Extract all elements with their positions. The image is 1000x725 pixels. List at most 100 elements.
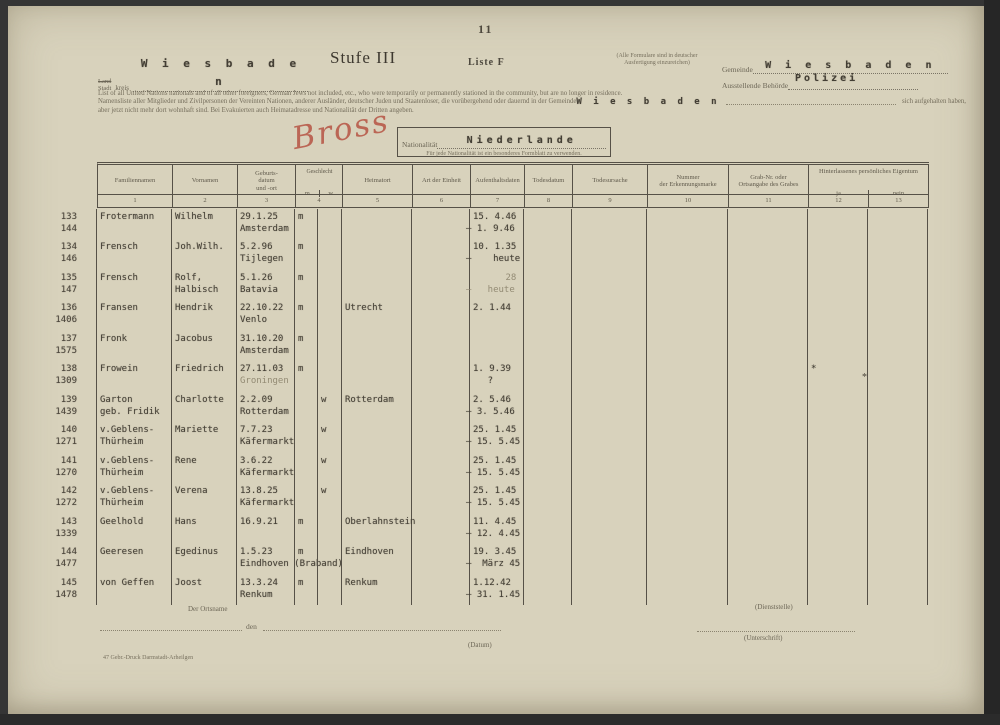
cell-geschlecht-w: [318, 574, 342, 605]
cell-line: 1478: [55, 589, 77, 600]
cell-eigentum-ja: [808, 452, 868, 483]
column-number-row: 1 2 3 4 5 6 7 8 9 10 11 12 13: [97, 194, 929, 208]
cell-heimatort: [342, 361, 412, 392]
cell-grab: [728, 269, 808, 300]
cell-line: [731, 272, 807, 284]
cell-line: [415, 333, 469, 345]
cell-line: [345, 455, 411, 467]
intro-line2-text: Namensliste aller Mitglieder und Zivilpe…: [98, 98, 577, 105]
cell-todesursache: [572, 513, 647, 544]
nationality-value: Niederlande: [466, 135, 577, 146]
cell-line: [415, 302, 469, 314]
cell-line: [175, 223, 236, 235]
cell-line: Mariette: [175, 425, 219, 435]
cell-line: [175, 497, 236, 509]
cell-geschlecht-m: m: [295, 513, 318, 544]
header-geschlecht-w: w: [318, 189, 343, 197]
cell-line: [345, 333, 411, 345]
cell-line: ?: [466, 376, 494, 386]
cell-geburtsdatum-ort: 3.6.22 Käfermarkt: [237, 452, 295, 483]
cell-erkennungsmarke: [647, 574, 728, 605]
cell-eigentum-ja: [808, 483, 868, 514]
cell-eigentum-ja: *: [808, 361, 868, 392]
cell-vorname: Friedrich: [172, 361, 237, 392]
cell-todesursache: [572, 239, 647, 270]
cell-line: [527, 394, 571, 406]
cell-line: Geeresen: [100, 547, 144, 557]
col-num: 10: [648, 195, 729, 207]
cell-grab: [728, 239, 808, 270]
cell-line: Rolf,: [175, 272, 203, 283]
cell-line: Utrecht: [345, 303, 383, 313]
nationality-note: Für jede Nationalität ist ein besonderes…: [426, 151, 582, 157]
cell-todesdatum: [524, 391, 572, 422]
cell-line: [811, 302, 867, 314]
cell-line: [575, 211, 646, 223]
printer-imprint: 47 Gebr.-Druck Darmstadt-Arheilgen: [103, 655, 194, 661]
cell-line: m: [298, 303, 304, 313]
cell-line: 1270: [55, 467, 77, 478]
cell-eigentum-ja: [808, 422, 868, 453]
scan-edge-right: [984, 0, 1000, 725]
cell-art-der-einheit: [412, 422, 470, 453]
cell-eigentum-ja: [808, 391, 868, 422]
cell-geschlecht-m: [295, 452, 318, 483]
cell-line: [871, 516, 927, 528]
header-todesursache: Todesursache: [573, 165, 648, 197]
gemeinde-label: Gemeinde: [722, 65, 753, 74]
cell-line: [527, 455, 571, 467]
cell-geschlecht-m: m: [295, 544, 318, 575]
cell-heimatort: [342, 208, 412, 239]
cell-eigentum-ja: [808, 574, 868, 605]
asterisk-mark: *: [862, 372, 867, 383]
cell-eigentum-ja: [808, 513, 868, 544]
cell-todesdatum: [524, 269, 572, 300]
cell-line: 7.7.23: [240, 425, 273, 435]
nationality-box: Nationalität Niederlande Für jede Nation…: [397, 127, 611, 157]
cell-line: Thürheim: [100, 437, 144, 447]
col-num: 13: [869, 195, 929, 207]
cell-eigentum-ja: [808, 269, 868, 300]
cell-line: [811, 424, 867, 436]
cell-line: 1.5.23: [240, 547, 273, 557]
cell-heimatort: Eindhoven: [342, 544, 412, 575]
cell-familienname: Frensch: [97, 269, 172, 300]
cell-line: [731, 546, 807, 558]
nationality-row: Nationalität Niederlande: [402, 130, 606, 149]
cell-line: 137: [60, 333, 77, 344]
header-eigentum: Hinterlassenes persönliches Eigentum ja …: [809, 165, 929, 197]
cell-geschlecht-m: [295, 422, 318, 453]
cell-line: [871, 241, 927, 253]
cell-grab: [728, 544, 808, 575]
cell-line: [650, 302, 727, 314]
cell-eigentum-nein: [868, 361, 928, 392]
cell-line: [811, 333, 867, 345]
cell-line: [175, 589, 236, 601]
region-value-line: W i e s b a d e n: [132, 54, 308, 92]
cell-line: [811, 211, 867, 223]
cell-line: [527, 272, 571, 284]
cell-line: [575, 302, 646, 314]
cell-eigentum-nein: [868, 574, 928, 605]
cell-heimatort: [342, 422, 412, 453]
cell-heimatort: [342, 483, 412, 514]
cell-geschlecht-w: w: [318, 483, 342, 514]
cell-line: [473, 333, 523, 345]
cell-line: [415, 272, 469, 284]
cell-grab: [728, 391, 808, 422]
cell-aufenthaltsdaten: 10. 1.35 – heute: [466, 239, 524, 270]
cell-line: 1406: [55, 315, 77, 325]
cell-heimatort: Rotterdam: [342, 391, 412, 422]
behoerde-value-line: [788, 80, 919, 90]
cell-line: [321, 211, 341, 223]
header-geschlecht-subrow: m w: [296, 189, 343, 197]
behoerde-label: Ausstellende Behörde: [722, 81, 789, 90]
cell-line: 141: [60, 455, 77, 466]
header-geschlecht-m: m: [304, 189, 310, 197]
cell-vorname: Rolf, Halbisch: [172, 269, 237, 300]
cell-line: Geelhold: [100, 516, 144, 527]
cell-erkennungsmarke: [647, 300, 728, 331]
cell-line: m: [298, 516, 304, 527]
cell-geschlecht-m: m: [295, 239, 318, 270]
cell-vorname: Verena: [172, 483, 237, 514]
